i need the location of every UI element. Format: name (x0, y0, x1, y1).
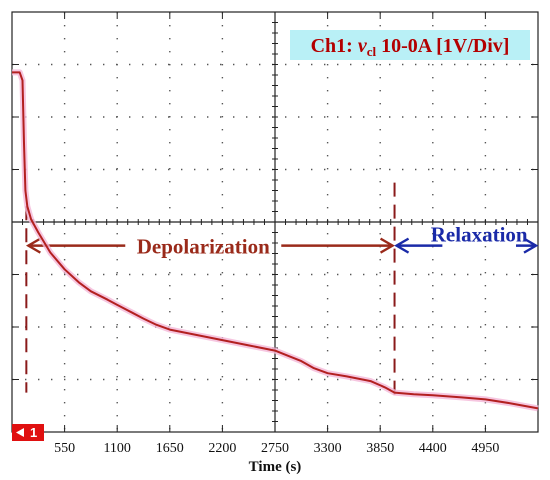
labels: Depolarization Relaxation Ch1: vcl 10-0A [… (12, 30, 530, 475)
relaxation-arrowhead-right (523, 237, 539, 254)
depolarization-arrowhead-right (379, 237, 395, 254)
x-tick-label: 3300 (314, 441, 342, 456)
x-tick-label: 2750 (261, 441, 289, 456)
x-tick-label: 2200 (208, 441, 236, 456)
x-tick-label: 4950 (471, 441, 499, 456)
x-tick-label: 1100 (103, 441, 130, 456)
grid (11, 11, 539, 433)
x-axis-title: Time (s) (249, 459, 302, 475)
channel-label: Ch1: vcl 10-0A [1V/Div] (311, 35, 510, 59)
annotations (25, 182, 539, 396)
relaxation-label: Relaxation (431, 223, 528, 247)
channel-label-box (290, 30, 530, 60)
trace-layer (12, 69, 539, 412)
x-tick-label: 4400 (419, 441, 447, 456)
channel-marker-box (12, 424, 44, 441)
depolarization-arrowhead-left (25, 237, 41, 254)
x-tick-label: 1650 (156, 441, 184, 456)
x-tick-label: 3850 (366, 441, 394, 456)
relaxation-arrowhead-left (394, 237, 410, 254)
x-tick-label: 550 (54, 441, 75, 456)
depolarization-label: Depolarization (137, 235, 270, 259)
series-trace (12, 71, 539, 410)
channel-marker-arrow-icon (16, 428, 24, 437)
channel-marker-label: 1 (30, 425, 37, 440)
